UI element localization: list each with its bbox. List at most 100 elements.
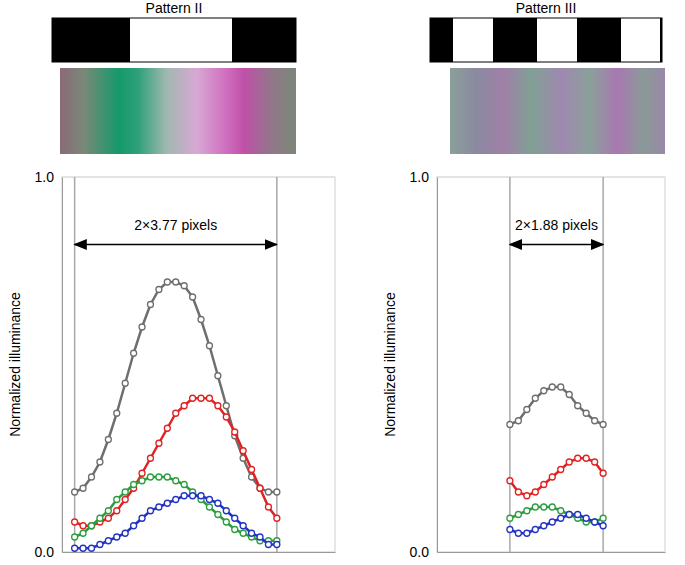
data-point (592, 519, 598, 525)
data-point (592, 519, 598, 525)
plot-frame (437, 177, 665, 552)
series-line (510, 387, 603, 425)
color-strip (60, 68, 296, 154)
data-point (97, 459, 103, 465)
data-point (524, 530, 530, 536)
data-point (215, 373, 221, 379)
data-point (131, 482, 137, 488)
x-axis (438, 552, 666, 553)
boundary-line (276, 177, 278, 552)
data-point (198, 317, 204, 323)
data-point (575, 512, 581, 518)
data-point (80, 545, 86, 551)
data-point (532, 395, 538, 401)
data-point (198, 395, 204, 401)
data-point (524, 508, 530, 514)
data-point (507, 478, 513, 484)
data-point (156, 287, 162, 293)
data-point (515, 512, 521, 518)
data-point (583, 515, 589, 521)
y-tick-label: 1.0 (35, 169, 55, 185)
data-point (147, 508, 153, 514)
data-point (156, 474, 162, 480)
data-point (181, 493, 187, 499)
boundary-line (509, 177, 511, 552)
pattern-stripe (577, 18, 621, 62)
data-point (181, 482, 187, 488)
data-point (190, 493, 196, 499)
data-point (215, 512, 221, 518)
y-axis-line (437, 178, 438, 553)
data-point (223, 519, 229, 525)
data-point (114, 508, 120, 514)
title: Pattern III (516, 0, 577, 16)
data-point (173, 497, 179, 503)
y-tick: 0.0 (35, 544, 62, 560)
data-point (105, 437, 111, 443)
data-point (558, 384, 564, 390)
data-point (249, 530, 255, 536)
x-axis-line (438, 552, 666, 553)
data-point (274, 489, 280, 495)
data-point (88, 545, 94, 551)
data-point (566, 459, 572, 465)
data-point (97, 542, 103, 548)
data-point (114, 497, 120, 503)
data-point (541, 504, 547, 510)
data-point (507, 527, 513, 533)
data-point (206, 497, 212, 503)
data-point (122, 489, 128, 495)
data-point (114, 534, 120, 540)
data-point (105, 538, 111, 544)
y-tick-label: 0.0 (410, 544, 430, 560)
data-point (190, 294, 196, 300)
data-point (139, 324, 145, 330)
boundary-line (602, 177, 604, 552)
data-point (164, 425, 170, 431)
data-point (549, 384, 555, 390)
data-point (541, 482, 547, 488)
data-point (88, 523, 94, 529)
data-point (566, 512, 572, 518)
data-point (524, 407, 530, 413)
data-point (72, 545, 78, 551)
data-point (215, 500, 221, 506)
data-point (240, 523, 246, 529)
data-point (549, 519, 555, 525)
y-axis-line (62, 178, 63, 553)
data-point (105, 508, 111, 514)
pattern-stripe (493, 18, 537, 62)
pattern-bar (52, 18, 296, 62)
annotation: 2×1.88 pixels (515, 217, 598, 233)
series-line (510, 458, 603, 496)
grid-line (437, 552, 665, 553)
data-point (600, 422, 606, 428)
pattern-stripe (52, 18, 130, 62)
data-point (139, 478, 145, 484)
data-point (532, 527, 538, 533)
data-point (80, 485, 86, 491)
data-point (257, 485, 263, 491)
data-point (80, 523, 86, 529)
data-point (223, 414, 229, 420)
y-tick: 0.0 (410, 544, 437, 560)
annotations: 2×1.88 pixels (510, 177, 603, 552)
data-point (575, 403, 581, 409)
data-point (156, 504, 162, 510)
data-point (515, 418, 521, 424)
data-point (164, 500, 170, 506)
data-point (558, 508, 564, 514)
pattern-frame (430, 18, 662, 62)
data-point (265, 542, 271, 548)
data-point (173, 279, 179, 285)
data-point (206, 504, 212, 510)
data-point (566, 512, 572, 518)
color-strip (450, 68, 665, 154)
data-point (223, 508, 229, 514)
data-point (549, 504, 555, 510)
y-tick-label: 0.0 (35, 544, 55, 560)
y-tick-label: 1.0 (410, 169, 430, 185)
grid (62, 177, 335, 552)
annotations: 2×3.77 pixels (75, 177, 277, 552)
y-axis: 0.0 1.0 (410, 169, 438, 560)
